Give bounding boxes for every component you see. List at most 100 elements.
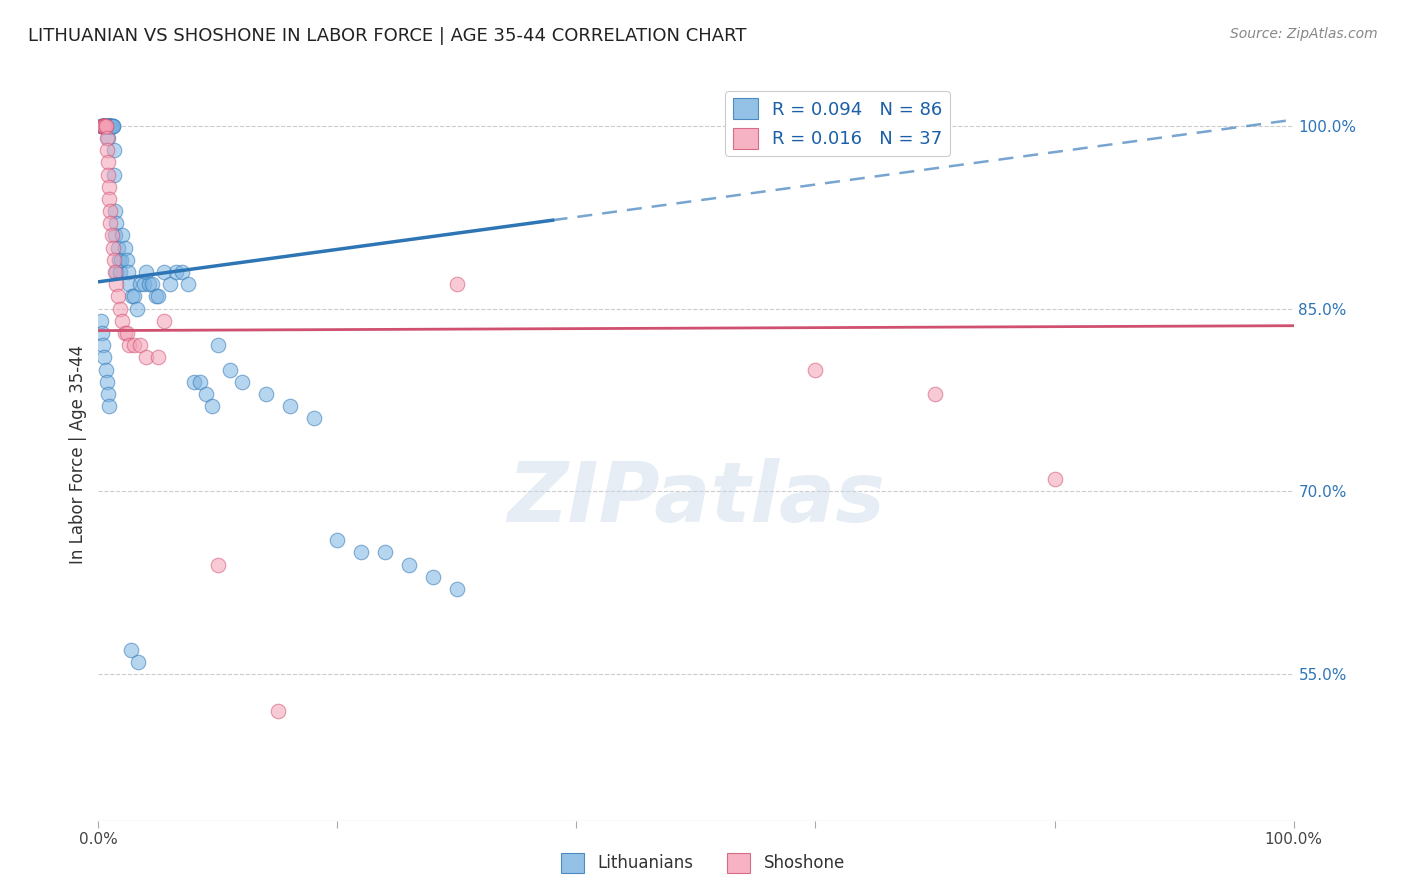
Point [96,131,118,145]
Point [101,119,124,133]
Point [111,228,134,243]
Text: ZIPatlas: ZIPatlas [508,458,884,540]
Point [302,411,325,425]
Point [97,119,120,133]
Point [129,277,152,292]
Point [98,119,122,133]
Point [804,362,827,376]
Point [91,119,114,133]
Point [94,119,117,133]
Point [91,119,114,133]
Text: LITHUANIAN VS SHOSHONE IN LABOR FORCE | AGE 35-44 CORRELATION CHART: LITHUANIAN VS SHOSHONE IN LABOR FORCE | … [28,27,747,45]
Point [398,558,420,572]
Point [114,241,136,255]
Point [118,277,141,292]
Point [924,387,946,401]
Point [148,351,170,365]
Point [195,387,218,401]
Point [98,119,121,133]
Point [110,252,132,267]
Point [96,375,118,389]
Point [94,119,117,133]
Point [94,119,117,133]
Point [98,399,121,413]
Point [98,119,122,133]
Point [91,119,114,133]
Point [1043,472,1066,486]
Point [91,119,114,133]
Point [120,643,142,657]
Point [141,277,163,292]
Point [118,338,141,352]
Point [97,119,120,133]
Point [97,119,120,133]
Point [132,277,155,292]
Point [107,289,129,303]
Point [125,301,148,316]
Point [94,119,117,133]
Point [446,582,468,596]
Point [98,192,121,206]
Point [129,338,152,352]
Point [111,314,134,328]
Point [93,119,115,133]
Point [93,351,115,365]
Point [90,314,112,328]
Point [326,533,349,548]
Point [124,338,146,352]
Point [267,704,290,718]
Point [188,375,211,389]
Text: Source: ZipAtlas.com: Source: ZipAtlas.com [1230,27,1378,41]
Point [108,301,131,316]
Y-axis label: In Labor Force | Age 35-44: In Labor Force | Age 35-44 [69,345,87,565]
Point [105,265,128,279]
Point [94,119,117,133]
Point [350,545,373,559]
Point [127,655,149,669]
Point [172,265,194,279]
Point [183,375,205,389]
Point [97,131,120,145]
Point [153,265,176,279]
Point [135,265,157,279]
Point [103,252,125,267]
Point [219,362,242,376]
Point [278,399,301,413]
Point [91,326,114,340]
Point [105,277,128,292]
Point [201,399,224,413]
Point [135,351,157,365]
Point [207,558,229,572]
Point [98,119,122,133]
Point [177,277,200,292]
Point [148,289,170,303]
Point [98,216,122,230]
Point [145,289,167,303]
Point [159,277,181,292]
Point [254,387,277,401]
Point [114,326,136,340]
Point [100,119,122,133]
Point [97,168,120,182]
Point [96,143,118,157]
Point [165,265,187,279]
Point [98,179,121,194]
Point [100,228,122,243]
Point [104,228,127,243]
Point [104,204,127,219]
Point [108,265,131,279]
Point [97,387,120,401]
Point [98,119,121,133]
Point [91,338,114,352]
Point [153,314,176,328]
Point [374,545,396,559]
Point [422,570,444,584]
Point [117,265,139,279]
Point [107,252,129,267]
Point [101,241,124,255]
Point [98,119,122,133]
Point [91,119,114,133]
Point [105,216,128,230]
Point [107,241,129,255]
Point [207,338,229,352]
